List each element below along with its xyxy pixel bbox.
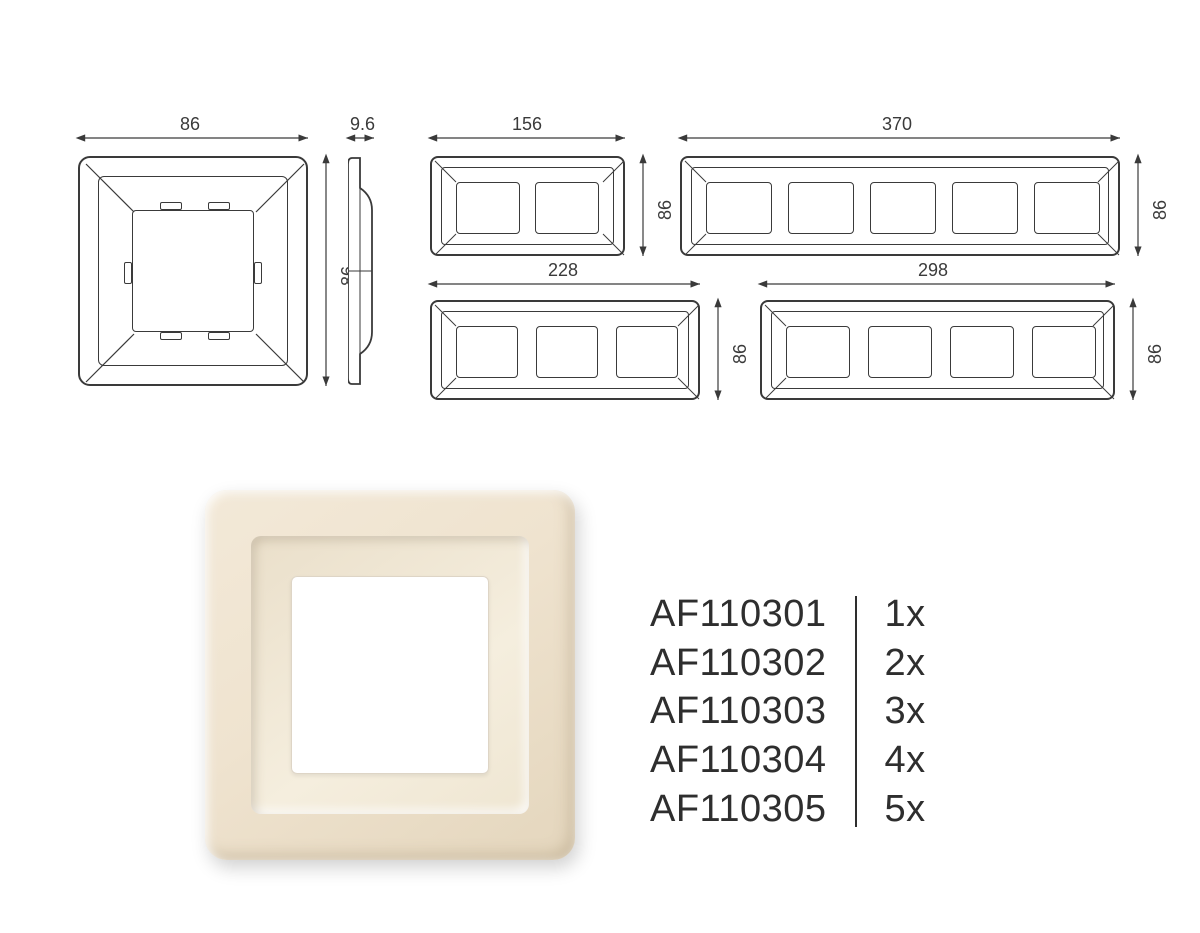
- drawing-front-1x: [78, 156, 308, 386]
- dim-4x-height: 86: [1145, 344, 1166, 364]
- sku-row: AF110305: [650, 785, 827, 834]
- dim-1x-width: 86: [180, 114, 200, 135]
- parts-qty-column: 1x 2x 3x 4x 5x: [885, 590, 926, 833]
- dim-3x-height: 86: [730, 344, 751, 364]
- sku-row: AF110304: [650, 736, 827, 785]
- sku-row: AF110302: [650, 639, 827, 688]
- drawing-front-4x: [760, 300, 1115, 400]
- dimension-lines-layer: [0, 0, 1200, 933]
- drawing-side-profile: [348, 156, 374, 386]
- drawing-front-5x: [680, 156, 1120, 256]
- dim-4x-width: 298: [918, 260, 948, 281]
- qty-row: 3x: [885, 687, 926, 736]
- dim-5x-width: 370: [882, 114, 912, 135]
- dim-3x-width: 228: [548, 260, 578, 281]
- sku-row: AF110301: [650, 590, 827, 639]
- dim-profile-depth: 9.6: [350, 114, 375, 135]
- diagram-stage: 86 86 9.6 156 86 370 86 228 86 298 86: [0, 0, 1200, 933]
- qty-row: 2x: [885, 639, 926, 688]
- qty-row: 1x: [885, 590, 926, 639]
- qty-row: 5x: [885, 785, 926, 834]
- dim-5x-height: 86: [1150, 200, 1171, 220]
- sku-row: AF110303: [650, 687, 827, 736]
- parts-table: AF110301 AF110302 AF110303 AF110304 AF11…: [650, 590, 926, 833]
- product-render-1x: [205, 490, 575, 860]
- qty-row: 4x: [885, 736, 926, 785]
- drawing-front-3x: [430, 300, 700, 400]
- parts-sku-column: AF110301 AF110302 AF110303 AF110304 AF11…: [650, 590, 827, 833]
- parts-divider: [855, 596, 857, 827]
- drawing-front-2x: [430, 156, 625, 256]
- dim-2x-width: 156: [512, 114, 542, 135]
- dim-2x-height: 86: [655, 200, 676, 220]
